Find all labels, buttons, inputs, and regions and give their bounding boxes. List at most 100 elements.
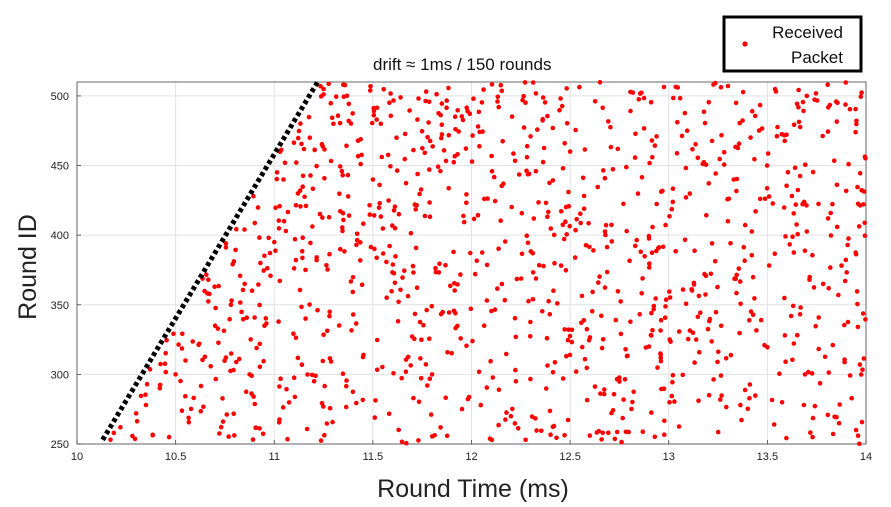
data-point [573, 369, 579, 374]
data-point [787, 242, 792, 247]
data-point [510, 406, 515, 412]
data-point [663, 222, 668, 228]
data-point [842, 322, 847, 328]
data-point [340, 173, 346, 178]
data-point [291, 375, 297, 381]
data-point [292, 236, 298, 242]
data-point [430, 144, 436, 149]
data-point [324, 263, 329, 268]
data-point [388, 164, 393, 169]
data-point [691, 280, 697, 286]
data-point [276, 218, 282, 223]
data-point [412, 336, 417, 342]
data-point [143, 392, 148, 398]
data-point [639, 291, 644, 296]
data-point [543, 386, 549, 391]
data-point [299, 141, 304, 147]
data-point [662, 432, 667, 438]
data-point [580, 175, 586, 181]
data-point [368, 84, 373, 89]
data-point [479, 100, 485, 105]
data-point [545, 113, 550, 119]
data-point [132, 436, 138, 442]
data-point [740, 89, 746, 95]
data-point [802, 372, 808, 377]
data-point [592, 99, 598, 104]
data-point [530, 80, 536, 85]
data-point [769, 397, 775, 403]
data-point [439, 122, 445, 127]
data-point [419, 128, 425, 134]
data-point [534, 428, 539, 433]
data-point [600, 430, 606, 436]
data-point [742, 387, 748, 393]
data-point [504, 351, 509, 357]
data-point [641, 126, 647, 131]
data-point [446, 85, 451, 91]
data-point [753, 393, 758, 398]
data-point [837, 402, 842, 407]
data-point [291, 331, 296, 337]
data-point [346, 101, 352, 107]
data-point [428, 412, 434, 417]
data-point [825, 129, 831, 134]
data-point [446, 186, 452, 191]
data-point [432, 433, 438, 438]
data-point [459, 406, 465, 412]
data-point [738, 301, 743, 307]
data-point [424, 307, 430, 313]
y-tick-label: 400 [51, 230, 69, 242]
data-point [360, 354, 366, 360]
data-point [282, 160, 288, 166]
x-tick-label: 13 [663, 451, 675, 463]
data-point [577, 84, 582, 90]
data-point [502, 239, 508, 244]
data-point [794, 222, 799, 227]
data-point [628, 319, 633, 325]
data-point [322, 432, 327, 438]
data-point [345, 194, 351, 199]
data-point [264, 321, 269, 326]
data-point [391, 98, 396, 103]
data-point [320, 358, 326, 364]
data-point [327, 356, 333, 361]
data-point [693, 141, 698, 147]
data-point [749, 229, 755, 234]
data-point [257, 364, 263, 370]
data-point [599, 437, 604, 442]
data-point [579, 293, 585, 299]
data-point [854, 289, 860, 294]
data-point [322, 383, 328, 389]
data-point [435, 164, 441, 169]
data-point [387, 243, 392, 249]
data-point [338, 209, 343, 214]
data-point [581, 318, 587, 323]
data-point [742, 222, 748, 228]
data-point [535, 127, 540, 132]
data-point [611, 391, 617, 397]
data-point [550, 125, 556, 131]
data-point [256, 282, 261, 287]
data-point [524, 168, 529, 174]
data-point [807, 274, 812, 280]
data-point [495, 286, 500, 291]
data-point [728, 352, 734, 358]
data-point [229, 298, 234, 303]
data-point [250, 437, 256, 442]
data-point [628, 89, 633, 95]
data-point [826, 286, 831, 291]
data-point [519, 210, 525, 216]
data-point [305, 372, 310, 377]
data-point [653, 296, 658, 301]
data-point [564, 121, 570, 126]
data-point [734, 176, 740, 182]
data-point [718, 373, 724, 378]
data-point [458, 336, 464, 341]
data-point [416, 96, 421, 101]
data-point [280, 405, 286, 410]
data-point [791, 341, 797, 346]
data-point [660, 244, 666, 250]
data-point [834, 119, 840, 124]
data-point [770, 201, 776, 206]
data-point [725, 196, 730, 202]
